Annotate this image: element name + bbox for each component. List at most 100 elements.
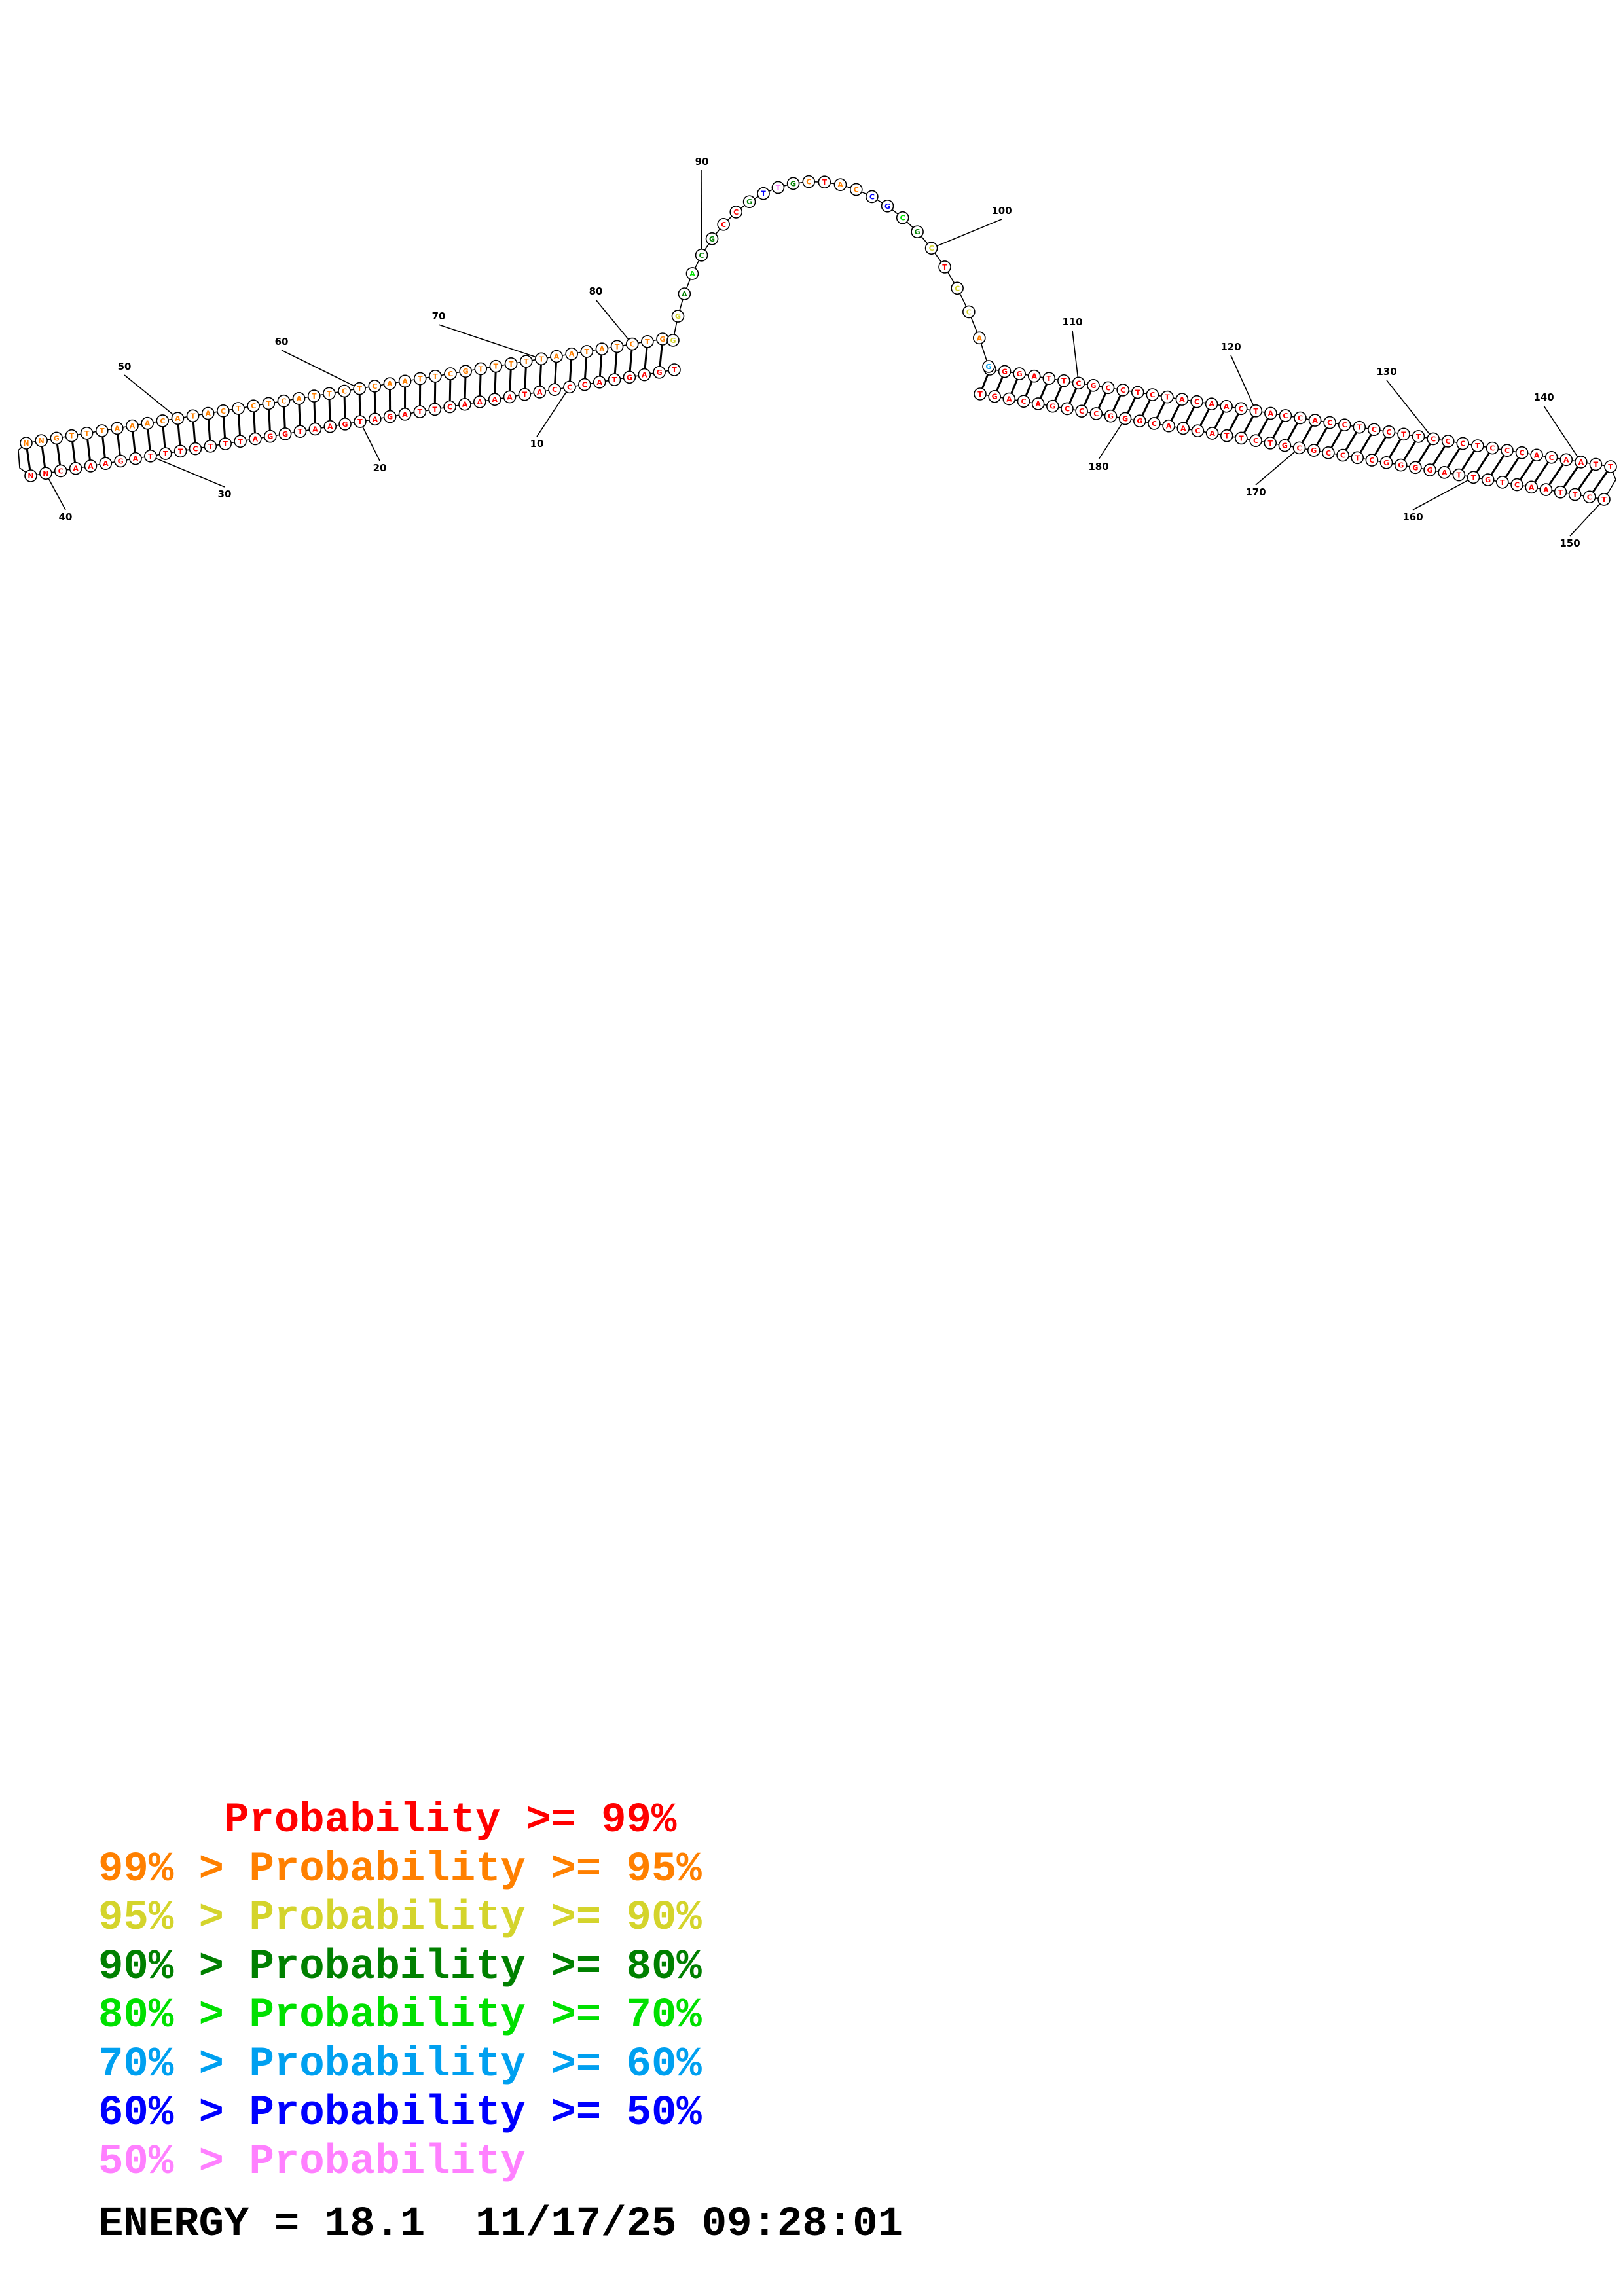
- svg-text:C: C: [1386, 428, 1391, 437]
- svg-text:G: G: [1383, 459, 1389, 467]
- nucleotide: A: [141, 416, 154, 430]
- tick-label: 130: [1376, 366, 1396, 378]
- nucleotide: G: [1409, 461, 1422, 475]
- svg-text:G: G: [1137, 417, 1142, 425]
- svg-text:C: C: [1152, 420, 1157, 428]
- nucleotide: T: [204, 439, 217, 453]
- nucleotide: A: [1205, 397, 1218, 411]
- svg-text:G: G: [670, 336, 676, 345]
- nucleotide: A: [1308, 414, 1322, 427]
- svg-text:A: A: [205, 410, 211, 418]
- svg-text:A: A: [1529, 483, 1535, 492]
- nucleotide: G: [1087, 379, 1100, 392]
- rna-structure-diagram: 10 20 30 40 50 60 70 80 90 100 110 120 130 140 150 160 1…: [18, 156, 1617, 549]
- nucleotide: T: [1057, 374, 1070, 387]
- nucleotide: T: [173, 444, 187, 458]
- nucleotide: T: [353, 382, 366, 395]
- svg-text:C: C: [372, 382, 377, 391]
- svg-text:T: T: [1047, 374, 1052, 383]
- svg-text:C: C: [251, 402, 256, 410]
- nucleotide: T: [95, 424, 109, 437]
- nucleotide: T: [608, 373, 621, 386]
- nucleotide: A: [1438, 466, 1451, 479]
- svg-text:T: T: [645, 338, 650, 346]
- nucleotide: T: [158, 447, 172, 460]
- nucleotide: A: [1205, 427, 1219, 440]
- nucleotide: T: [428, 403, 442, 416]
- tick-leader: [1386, 380, 1434, 439]
- svg-text:T: T: [1061, 377, 1067, 386]
- svg-text:G: G: [709, 235, 715, 243]
- svg-text:A: A: [1031, 372, 1037, 381]
- svg-text:C: C: [1253, 437, 1258, 445]
- svg-text:T: T: [298, 427, 303, 436]
- tick-label: 10: [530, 438, 544, 450]
- nucleotide: C: [1089, 407, 1103, 420]
- tick-leader: [931, 219, 1002, 249]
- nucleotide: C: [1510, 478, 1523, 492]
- svg-text:N: N: [43, 469, 48, 478]
- nucleotide: T: [771, 181, 785, 194]
- nucleotide: C: [962, 305, 976, 319]
- nucleotide: C: [1441, 435, 1455, 448]
- nucleotide: T: [429, 369, 442, 383]
- svg-text:C: C: [567, 383, 572, 391]
- tick-leader: [124, 374, 178, 419]
- svg-text:C: C: [448, 370, 453, 378]
- svg-text:C: C: [281, 397, 286, 406]
- nucleotide: C: [1501, 444, 1514, 457]
- svg-text:T: T: [1267, 439, 1273, 448]
- svg-text:A: A: [569, 350, 575, 359]
- svg-text:A: A: [462, 401, 468, 409]
- nucleotide: G: [1046, 399, 1059, 413]
- nucleotide: C: [951, 281, 964, 295]
- svg-text:G: G: [1427, 466, 1433, 475]
- nucleotide: C: [217, 404, 230, 418]
- svg-text:A: A: [1224, 403, 1230, 411]
- nucleotide: T: [293, 425, 307, 438]
- nucleotide: T: [262, 397, 276, 410]
- nucleotide: C: [1427, 432, 1440, 446]
- svg-text:T: T: [327, 389, 332, 398]
- nucleotide: G: [383, 410, 397, 423]
- tick-label: 20: [373, 462, 387, 474]
- nucleotide: C: [866, 190, 879, 204]
- nucleotide: C: [1190, 395, 1203, 408]
- svg-text:C: C: [221, 407, 226, 416]
- nucleotide: A: [1530, 448, 1543, 462]
- svg-text:A: A: [402, 410, 408, 419]
- svg-text:A: A: [1035, 400, 1041, 408]
- svg-text:A: A: [312, 425, 318, 433]
- nucleotide: C: [1116, 384, 1129, 397]
- nucleotide: C: [1148, 417, 1161, 430]
- svg-text:G: G: [387, 413, 393, 422]
- svg-text:A: A: [1578, 458, 1584, 467]
- svg-text:T: T: [236, 404, 241, 413]
- svg-text:N: N: [27, 472, 33, 480]
- nucleotide: A: [1559, 453, 1573, 467]
- svg-text:A: A: [1534, 451, 1540, 459]
- nucleotide: G: [911, 225, 924, 238]
- svg-text:A: A: [537, 388, 543, 397]
- svg-text:T: T: [1594, 460, 1599, 469]
- svg-text:G: G: [657, 368, 663, 377]
- nucleotide: T: [757, 187, 770, 200]
- svg-text:T: T: [1500, 478, 1505, 487]
- nucleotide: G: [1423, 463, 1436, 476]
- svg-text:C: C: [1520, 449, 1525, 457]
- nucleotide: T: [234, 435, 247, 448]
- svg-text:G: G: [267, 433, 273, 441]
- nucleotide: A: [503, 390, 517, 404]
- svg-text:T: T: [312, 392, 317, 401]
- svg-text:C: C: [1372, 425, 1377, 434]
- svg-text:C: C: [192, 445, 198, 454]
- nucleotide: C: [1382, 425, 1396, 439]
- nucleotide: N: [35, 434, 48, 448]
- svg-text:C: C: [342, 387, 347, 396]
- nucleotide: A: [323, 420, 337, 433]
- svg-text:G: G: [659, 335, 665, 344]
- backbone-segment: [672, 181, 989, 367]
- svg-text:T: T: [776, 183, 781, 192]
- svg-text:C: C: [447, 403, 452, 412]
